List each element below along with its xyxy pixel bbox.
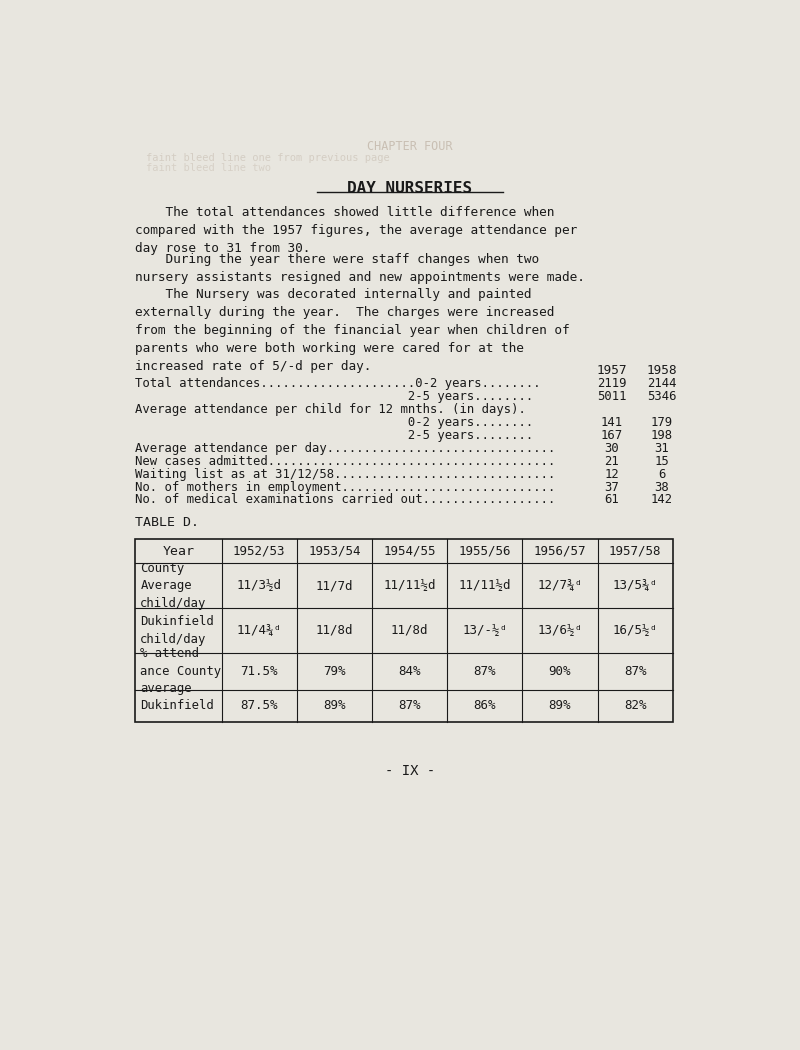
Text: New cases admitted.......................................: New cases admitted......................… (135, 455, 555, 467)
Text: Dukinfield: Dukinfield (140, 699, 214, 712)
Text: Waiting list as at 31/12/58..............................: Waiting list as at 31/12/58.............… (135, 467, 555, 481)
Text: 1955/56: 1955/56 (458, 545, 511, 558)
Text: 1957/58: 1957/58 (609, 545, 662, 558)
Text: 87%: 87% (474, 665, 496, 677)
Text: 141: 141 (601, 416, 622, 428)
Text: CHAPTER FOUR: CHAPTER FOUR (367, 140, 453, 153)
Text: 1958: 1958 (646, 364, 677, 377)
Text: 15: 15 (654, 455, 670, 467)
Text: 0-2 years........: 0-2 years........ (135, 416, 533, 428)
Text: 5346: 5346 (647, 390, 677, 403)
Text: 87%: 87% (398, 699, 421, 712)
Text: 1952/53: 1952/53 (233, 545, 286, 558)
Text: Average attendance per child for 12 mnths. (in days).: Average attendance per child for 12 mnth… (135, 403, 526, 416)
Text: 89%: 89% (323, 699, 346, 712)
Text: No. of mothers in employment.............................: No. of mothers in employment............… (135, 481, 555, 494)
Text: 12: 12 (604, 467, 619, 481)
Text: TABLE D.: TABLE D. (135, 516, 199, 528)
Text: 2119: 2119 (597, 377, 626, 390)
Text: No. of medical examinations carried out..................: No. of medical examinations carried out.… (135, 494, 555, 506)
Text: 1953/54: 1953/54 (308, 545, 361, 558)
Text: 6: 6 (658, 467, 666, 481)
Bar (135, 539, 673, 722)
Text: Year: Year (162, 545, 194, 558)
Text: 11/8d: 11/8d (391, 624, 428, 637)
Text: 11/8d: 11/8d (316, 624, 353, 637)
Text: 13/6½ᵈ: 13/6½ᵈ (538, 624, 582, 637)
Text: 1954/55: 1954/55 (383, 545, 436, 558)
Text: 2-5 years........: 2-5 years........ (135, 390, 533, 403)
Text: 38: 38 (654, 481, 670, 494)
Text: 37: 37 (604, 481, 619, 494)
Text: 11/7d: 11/7d (316, 580, 353, 592)
Text: 11/11½d: 11/11½d (458, 580, 511, 592)
Text: 167: 167 (601, 428, 622, 442)
Text: faint bleed line one from previous page: faint bleed line one from previous page (146, 153, 390, 163)
Text: 89%: 89% (549, 699, 571, 712)
Text: 86%: 86% (474, 699, 496, 712)
Text: 11/11½d: 11/11½d (383, 580, 436, 592)
Text: 16/5½ᵈ: 16/5½ᵈ (613, 624, 658, 637)
Text: Dukinfield
child/day: Dukinfield child/day (140, 615, 214, 646)
Text: Total attendances.....................0-2 years........: Total attendances.....................0-… (135, 377, 541, 390)
Text: 1957: 1957 (596, 364, 626, 377)
Text: The total attendances showed little difference when
compared with the 1957 figur: The total attendances showed little diff… (135, 206, 577, 255)
Text: 90%: 90% (549, 665, 571, 677)
Text: 87%: 87% (624, 665, 646, 677)
Text: 31: 31 (654, 442, 670, 455)
Text: % attend-
ance County
average: % attend- ance County average (140, 647, 222, 695)
Text: 84%: 84% (398, 665, 421, 677)
Text: 87.5%: 87.5% (241, 699, 278, 712)
Text: 79%: 79% (323, 665, 346, 677)
Text: 13/5¾ᵈ: 13/5¾ᵈ (613, 580, 658, 592)
Text: 11/4¾ᵈ: 11/4¾ᵈ (237, 624, 282, 637)
Text: DAY NURSERIES: DAY NURSERIES (347, 182, 473, 196)
Text: 82%: 82% (624, 699, 646, 712)
Text: 61: 61 (604, 494, 619, 506)
Text: 179: 179 (651, 416, 673, 428)
Text: 2-5 years........: 2-5 years........ (135, 428, 533, 442)
Text: 5011: 5011 (597, 390, 626, 403)
Text: - IX -: - IX - (385, 764, 435, 778)
Text: 142: 142 (651, 494, 673, 506)
Text: 2144: 2144 (647, 377, 677, 390)
Text: 71.5%: 71.5% (241, 665, 278, 677)
Text: County
Average
child/day: County Average child/day (140, 562, 206, 610)
Text: 11/3½d: 11/3½d (237, 580, 282, 592)
Text: The Nursery was decorated internally and painted
externally during the year.  Th: The Nursery was decorated internally and… (135, 288, 570, 373)
Text: Average attendance per day...............................: Average attendance per day..............… (135, 442, 555, 455)
Text: 12/7¾ᵈ: 12/7¾ᵈ (538, 580, 582, 592)
Text: 13/-½ᵈ: 13/-½ᵈ (462, 624, 507, 637)
Text: During the year there were staff changes when two
nursery assistants resigned an: During the year there were staff changes… (135, 253, 585, 285)
Text: 30: 30 (604, 442, 619, 455)
Text: 21: 21 (604, 455, 619, 467)
Text: faint bleed line two: faint bleed line two (146, 163, 271, 173)
Text: 198: 198 (651, 428, 673, 442)
Text: 1956/57: 1956/57 (534, 545, 586, 558)
